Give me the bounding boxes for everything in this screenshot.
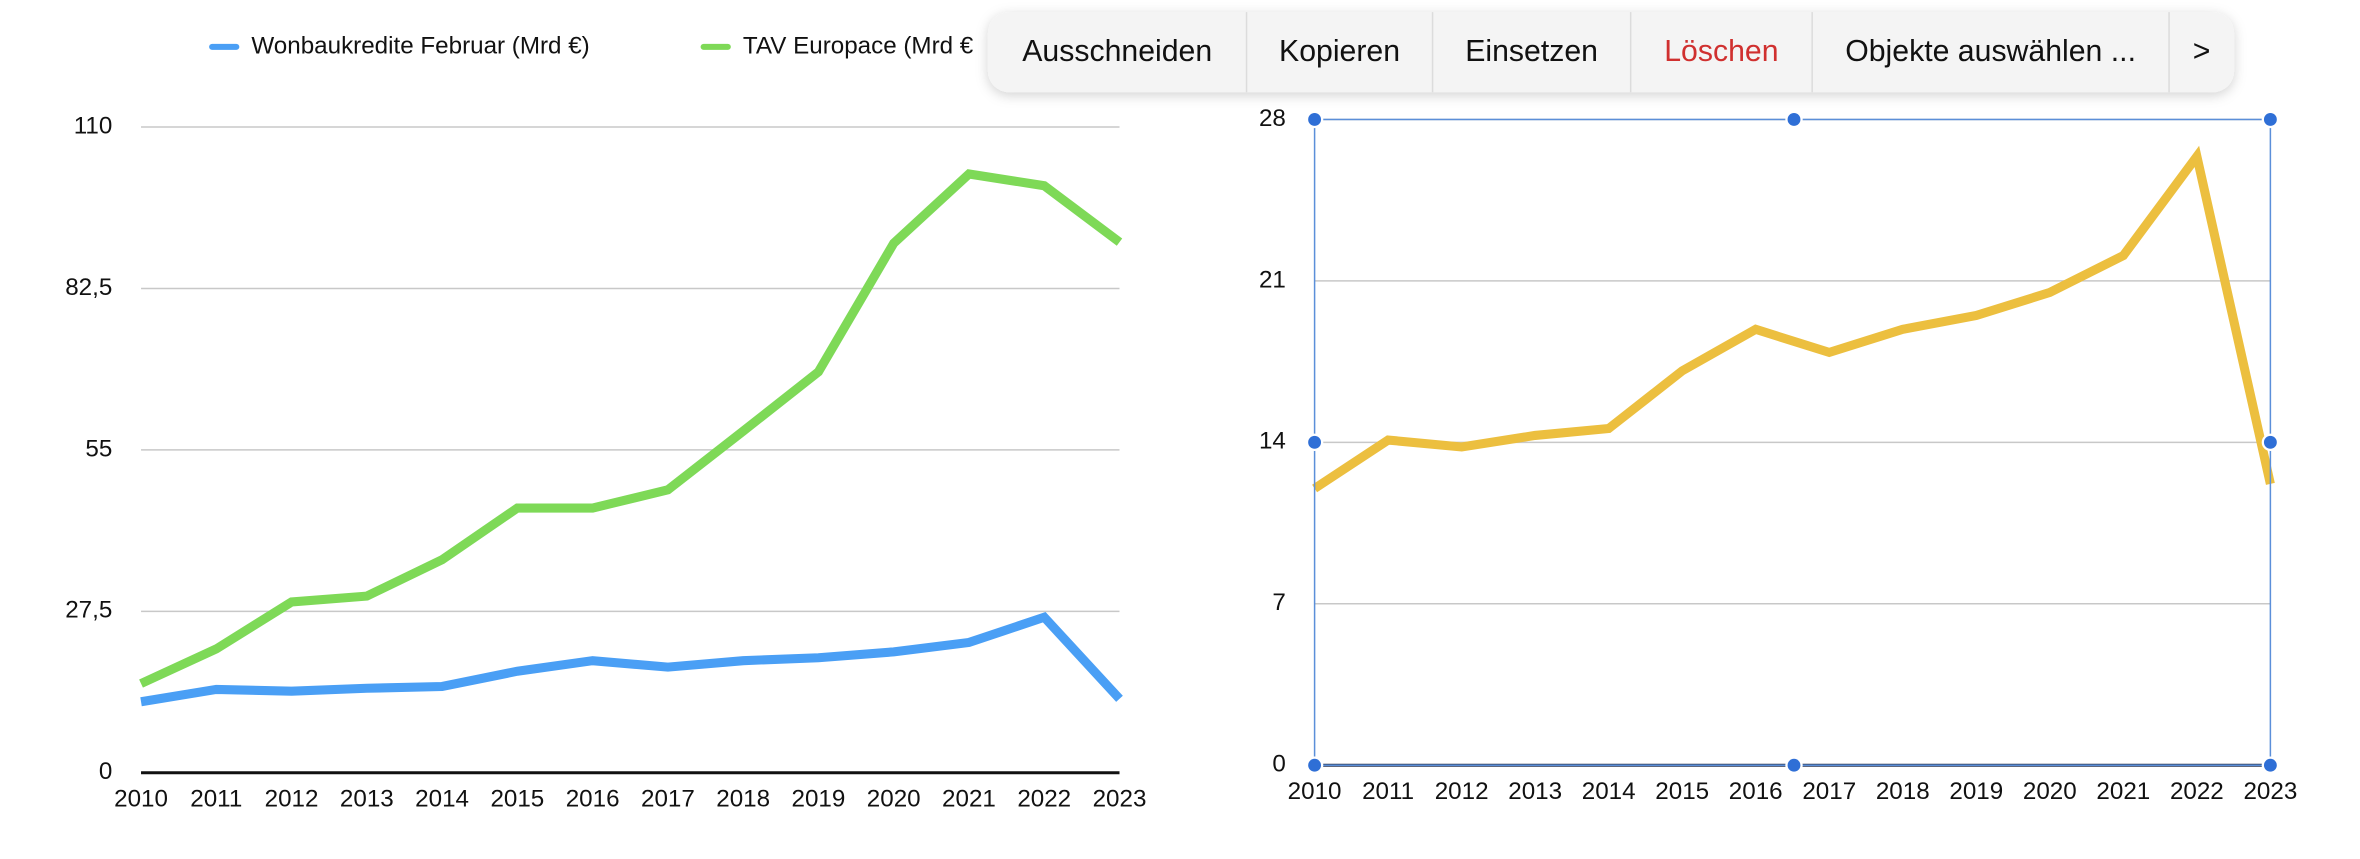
selection-handle[interactable]: [2261, 433, 2280, 452]
x-tick-label: 2017: [641, 785, 695, 812]
y-tick-label: 55: [85, 435, 112, 462]
chart: 0 7 14 21 28 2010 2011 2012 2013 2014 2015 2016 2017…: [1259, 105, 2297, 805]
legend-label: TAV Europace (Mrd €: [743, 32, 974, 59]
y-tick-label: 7: [1272, 589, 1285, 616]
charts: 0 27,5 55 82,5 110 2010 2011 2012 2013 2014 2015 20…: [65, 32, 2297, 812]
x-tick-label: 2017: [1802, 778, 1856, 805]
y-tick-label: 110: [74, 112, 113, 139]
y-tick-label: 14: [1259, 428, 1286, 455]
x-tick-label: 2011: [1362, 778, 1414, 805]
selection-handle[interactable]: [1305, 433, 1324, 452]
menu-item[interactable]: Einsetzen: [1465, 35, 1598, 68]
line-series: [1312, 145, 2275, 493]
x-tick-label: 2020: [867, 785, 921, 812]
x-tick-label: 2015: [490, 785, 544, 812]
x-tick-label: 2015: [1655, 778, 1709, 805]
x-tick-label: 2016: [566, 785, 620, 812]
x-tick-label: 2021: [2096, 778, 2150, 805]
x-tick-label: 2020: [2023, 778, 2077, 805]
legend-label: Wonbaukredite Februar (Mrd €): [251, 32, 589, 59]
y-tick-label: 28: [1259, 105, 1286, 132]
x-tick-label: 2011: [190, 785, 242, 812]
menu-item[interactable]: >: [2193, 35, 2211, 68]
x-tick-label: 2012: [1435, 778, 1489, 805]
selection-handle[interactable]: [2261, 110, 2280, 129]
x-tick-label: 2010: [1288, 778, 1342, 805]
context-menu: Ausschneiden Kopieren Einsetzen Löschen Obje…: [987, 12, 2235, 93]
menu-item[interactable]: Kopieren: [1279, 35, 1400, 68]
x-tick-label: 2012: [265, 785, 319, 812]
selection-handle[interactable]: [2261, 756, 2280, 774]
x-tick-label: 2010: [114, 785, 168, 812]
x-tick-label: 2016: [1729, 778, 1783, 805]
y-tick-label: 21: [1259, 266, 1286, 293]
selection-handle[interactable]: [1785, 110, 1803, 129]
x-tick-label: 2021: [942, 785, 996, 812]
x-tick-label: 2014: [415, 785, 469, 812]
menu-background: [987, 12, 2235, 93]
selection-handle[interactable]: [1305, 756, 1324, 774]
y-tick-label: 82,5: [65, 274, 112, 301]
x-tick-label: 2023: [2243, 778, 2297, 805]
x-tick-label: 2013: [340, 785, 394, 812]
line-series: [140, 611, 1123, 707]
x-tick-label: 2023: [1093, 785, 1147, 812]
menu-item[interactable]: Löschen: [1664, 35, 1778, 68]
y-tick-label: 0: [99, 758, 112, 785]
x-tick-label: 2019: [1949, 778, 2003, 805]
x-tick-label: 2018: [1876, 778, 1930, 805]
menu-item[interactable]: Objekte auswählen ...: [1845, 35, 2136, 68]
line-series: [139, 169, 1123, 688]
chart: 0 27,5 55 82,5 110 2010 2011 2012 2013 2014 2015 20…: [65, 32, 1146, 812]
selection-handle[interactable]: [1305, 110, 1324, 129]
selection-handle[interactable]: [1785, 756, 1803, 774]
y-tick-label: 0: [1272, 751, 1285, 778]
x-tick-label: 2022: [1017, 785, 1071, 812]
x-tick-label: 2019: [792, 785, 846, 812]
x-tick-label: 2022: [2170, 778, 2224, 805]
x-tick-label: 2014: [1582, 778, 1636, 805]
y-tick-label: 27,5: [65, 597, 112, 624]
x-tick-label: 2018: [716, 785, 770, 812]
menu-item[interactable]: Ausschneiden: [1022, 35, 1212, 68]
x-tick-label: 2013: [1508, 778, 1562, 805]
